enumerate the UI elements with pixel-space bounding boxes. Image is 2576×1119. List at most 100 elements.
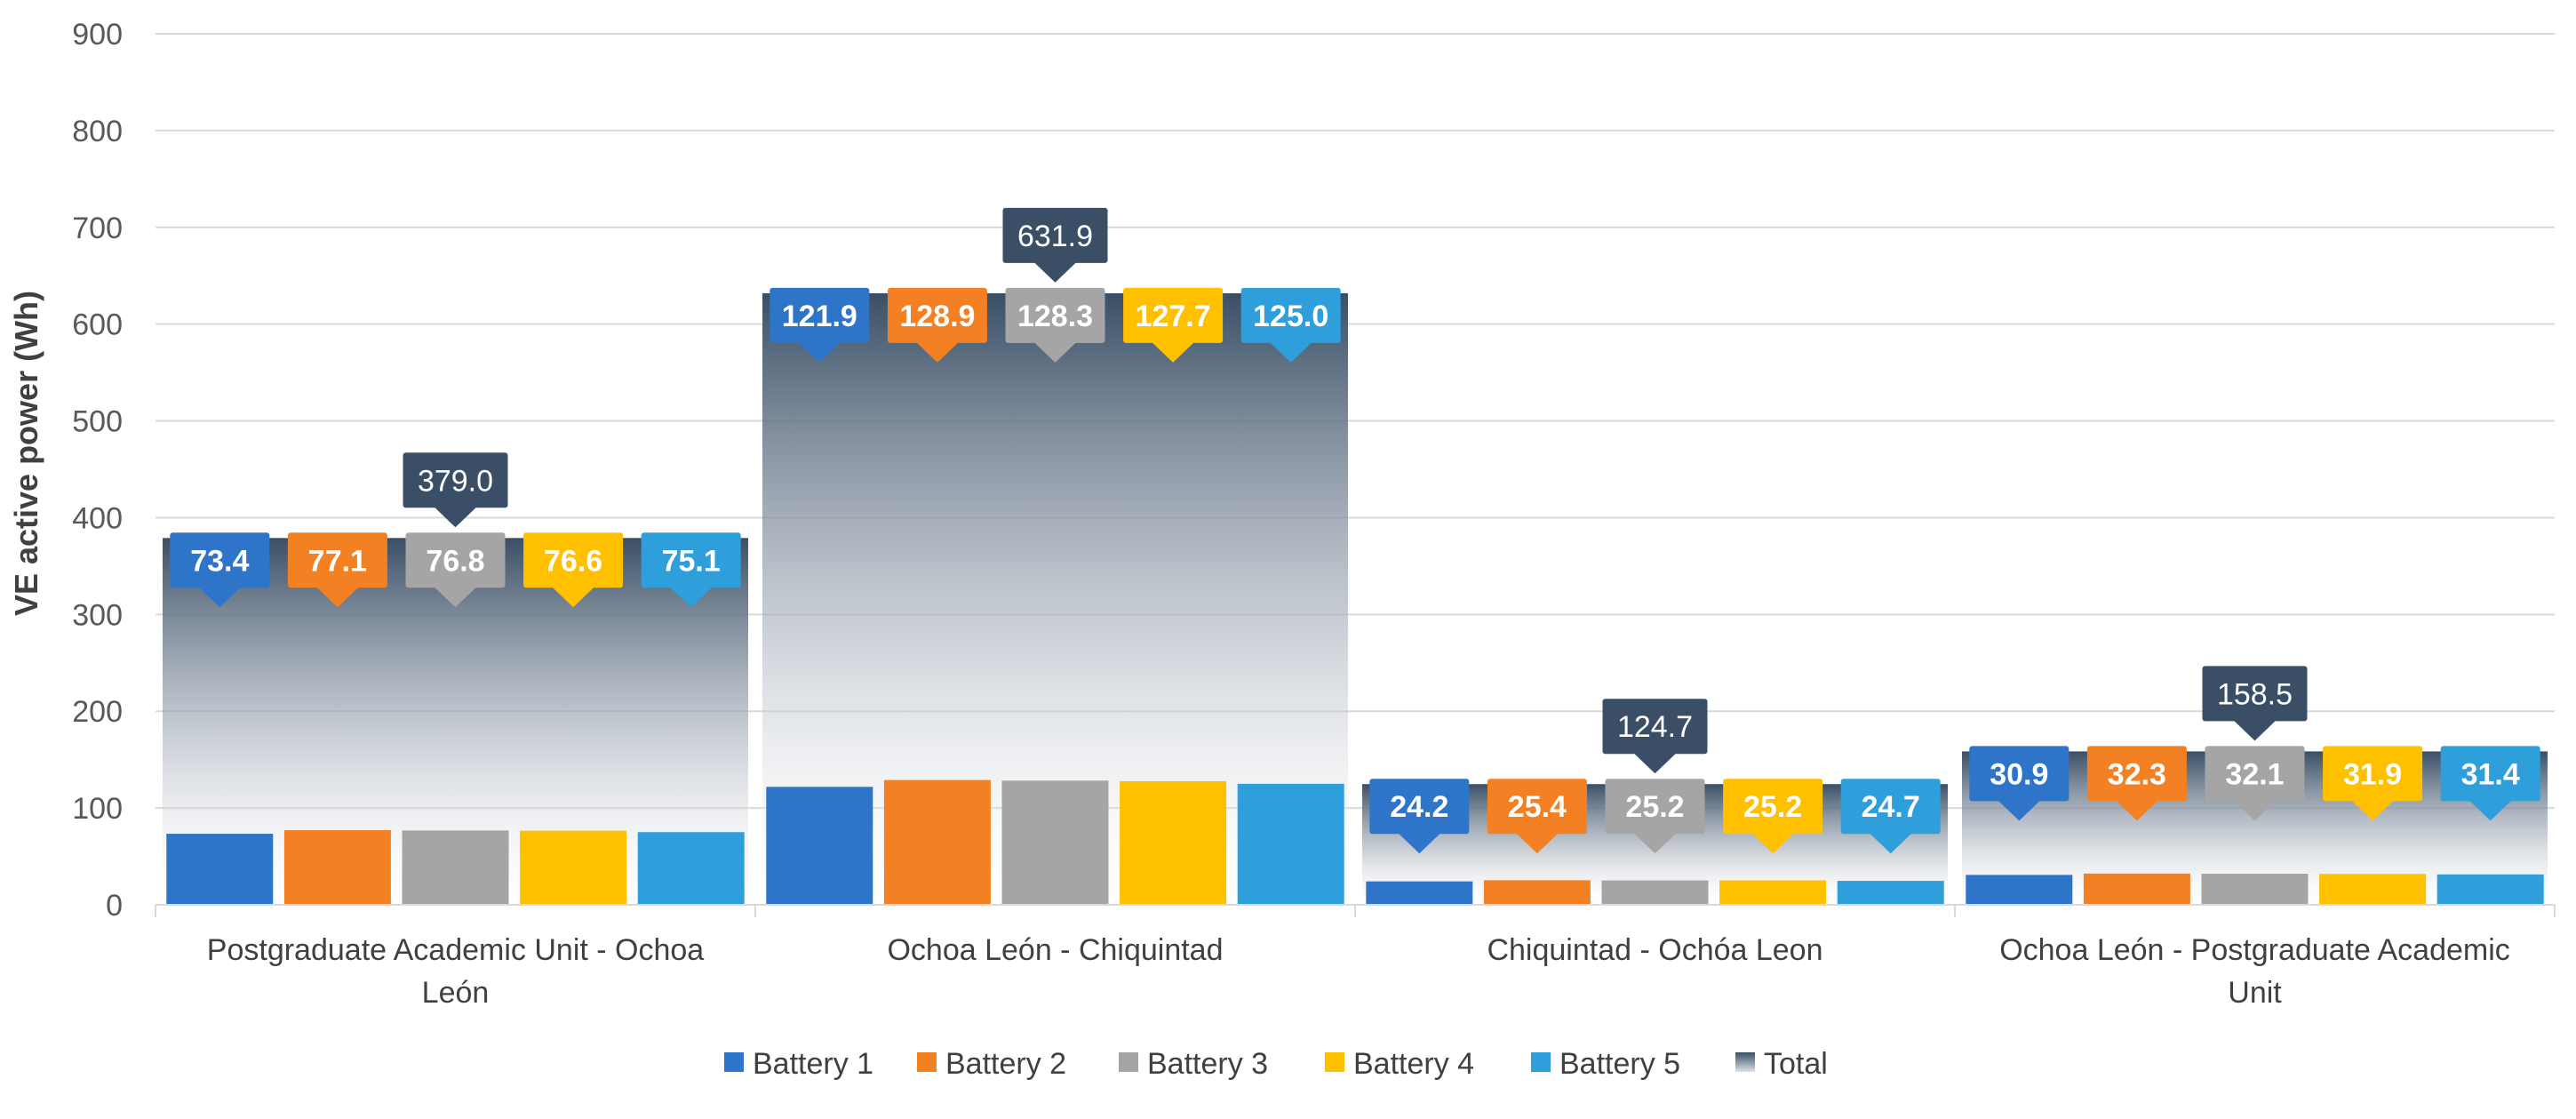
- data-label-battery3-cat4-arrow: [2233, 800, 2277, 821]
- data-label-battery5-cat2-arrow: [1269, 341, 1312, 363]
- data-label-battery3-cat2-text: 128.3: [1017, 300, 1093, 333]
- data-label-battery5-cat1-text: 75.1: [662, 544, 721, 578]
- bar-battery5-cat4: [2436, 874, 2544, 905]
- bar-battery1-cat1: [166, 834, 274, 905]
- total-label-3-arrow: [1633, 753, 1677, 774]
- data-label-battery5-cat1-box: [641, 532, 741, 588]
- bar-battery1-cat4: [1966, 875, 2073, 905]
- x-category-label-4-line1: Ochoa León - Postgraduate Academic: [1999, 933, 2510, 967]
- bar-battery5-cat2: [1237, 783, 1344, 905]
- total-label-3: 124.7: [1602, 699, 1708, 774]
- data-label-battery3-cat2-box: [1005, 287, 1105, 343]
- data-label-battery3-cat1-box: [405, 532, 506, 588]
- bar-battery5-cat1: [637, 832, 745, 905]
- bar-battery1-cat2: [766, 787, 873, 905]
- total-label-3-text: 124.7: [1617, 710, 1693, 744]
- legend: Battery 1 Battery 2 Battery 3 Battery 4 Batt…: [724, 1047, 1828, 1081]
- data-label-battery3-cat3-arrow: [1633, 833, 1677, 854]
- total-label-2-box: [1002, 207, 1108, 263]
- data-label-battery1-cat2-arrow: [798, 341, 841, 363]
- y-tick-label-600: 600: [72, 308, 123, 342]
- data-label-battery2-cat4-box: [2086, 746, 2187, 802]
- x-axis: Postgraduate Academic Unit - Ochoa León Oc…: [155, 904, 2556, 1010]
- data-label-battery1-cat2: 121.9: [770, 287, 870, 363]
- legend-label-6: Total: [1764, 1047, 1828, 1081]
- x-category-label-3-line1: Chiquintad - Ochóa Leon: [1487, 933, 1822, 967]
- data-label-battery1-cat1-arrow: [198, 587, 242, 608]
- y-tick-label-300: 300: [72, 598, 123, 632]
- data-label-battery2-cat4-arrow: [2115, 800, 2158, 821]
- bar-battery4-cat4: [2319, 874, 2427, 905]
- y-axis: 0 100 200 300 400 500 600 700 800 900: [72, 18, 123, 923]
- data-label-battery5-cat1: 75.1: [641, 532, 741, 608]
- bar-battery3-cat2: [1001, 780, 1109, 905]
- data-label-battery4-cat4: 31.9: [2323, 746, 2423, 821]
- data-label-battery4-cat3: 25.2: [1723, 779, 1823, 854]
- total-label-4-arrow: [2233, 720, 2277, 741]
- legend-swatch-4: [1325, 1052, 1344, 1072]
- data-label-battery4-cat4-arrow: [2351, 800, 2395, 821]
- data-label-battery5-cat2-box: [1240, 287, 1341, 343]
- y-tick-label-900: 900: [72, 18, 123, 52]
- data-label-battery4-cat1-arrow: [552, 587, 595, 608]
- data-label-battery5-cat3-arrow: [1869, 833, 1912, 854]
- data-label-battery2-cat1-text: 77.1: [308, 544, 367, 578]
- y-tick-label-400: 400: [72, 501, 123, 535]
- data-label-battery2-cat2: 128.9: [887, 287, 987, 363]
- legend-swatch-3: [1119, 1052, 1138, 1072]
- data-label-battery1-cat4-arrow: [1998, 800, 2041, 821]
- data-label-battery2-cat2-box: [887, 287, 987, 343]
- y-tick-label-500: 500: [72, 405, 123, 439]
- data-label-battery3-cat3-text: 25.2: [1625, 790, 1684, 824]
- data-label-battery5-cat1-arrow: [669, 587, 713, 608]
- total-label-1-box: [403, 452, 508, 508]
- legend-label-3: Battery 3: [1147, 1047, 1268, 1081]
- legend-label-2: Battery 2: [945, 1047, 1066, 1081]
- battery-series: [166, 779, 2544, 905]
- total-label-1: 379.0: [403, 452, 508, 528]
- data-label-battery1-cat3-box: [1369, 779, 1470, 835]
- total-label-1-arrow: [434, 507, 477, 528]
- bar-battery4-cat3: [1719, 880, 1827, 905]
- battery-data-labels: 73.4 77.1 76.8 76.6 75.1 121.9 128.9 128.3 127.7…: [170, 287, 2540, 854]
- data-label-battery5-cat4-arrow: [2468, 800, 2512, 821]
- data-label-battery4-cat2-box: [1123, 287, 1224, 343]
- data-label-battery1-cat1-box: [170, 532, 270, 588]
- bar-battery4-cat2: [1120, 780, 1227, 905]
- bar-battery3-cat1: [402, 830, 509, 905]
- legend-label-5: Battery 5: [1559, 1047, 1680, 1081]
- data-label-battery5-cat4: 31.4: [2440, 746, 2540, 821]
- bar-battery3-cat4: [2201, 874, 2309, 905]
- bar-battery1-cat3: [1366, 881, 1473, 905]
- data-label-battery5-cat2: 125.0: [1240, 287, 1341, 363]
- y-axis-label: VE active power (Wh): [8, 291, 44, 616]
- data-label-battery1-cat3-text: 24.2: [1390, 790, 1448, 824]
- bar-battery3-cat3: [1601, 880, 1709, 905]
- data-label-battery2-cat3-box: [1487, 779, 1587, 835]
- legend-label-4: Battery 4: [1353, 1047, 1474, 1081]
- data-label-battery4-cat1: 76.6: [523, 532, 624, 608]
- data-label-battery2-cat2-text: 128.9: [899, 300, 975, 333]
- data-label-battery5-cat3-text: 24.7: [1862, 790, 1920, 824]
- total-series: [163, 292, 2548, 905]
- x-category-label-1-line2: León: [422, 976, 490, 1010]
- data-label-battery2-cat1-arrow: [315, 587, 359, 608]
- bar-battery2-cat1: [283, 830, 391, 905]
- data-label-battery4-cat2-text: 127.7: [1136, 300, 1211, 333]
- data-label-battery5-cat4-text: 31.4: [2461, 757, 2520, 791]
- y-tick-label-200: 200: [72, 695, 123, 729]
- total-label-4-text: 158.5: [2217, 677, 2293, 711]
- legend-swatch-5: [1531, 1052, 1551, 1072]
- legend-swatch-2: [917, 1052, 937, 1072]
- data-label-battery4-cat4-box: [2323, 746, 2423, 802]
- data-label-battery2-cat3: 25.4: [1487, 779, 1587, 854]
- x-category-label-2-line1: Ochoa León - Chiquintad: [887, 933, 1223, 967]
- legend-label-1: Battery 1: [753, 1047, 873, 1081]
- data-label-battery4-cat2-arrow: [1152, 341, 1195, 363]
- y-tick-label-0: 0: [106, 889, 123, 923]
- data-label-battery1-cat1: 73.4: [170, 532, 270, 608]
- total-data-labels: 379.0 631.9 124.7 158.5: [403, 207, 2308, 774]
- data-label-battery1-cat3-arrow: [1398, 833, 1441, 854]
- y-tick-label-700: 700: [72, 212, 123, 245]
